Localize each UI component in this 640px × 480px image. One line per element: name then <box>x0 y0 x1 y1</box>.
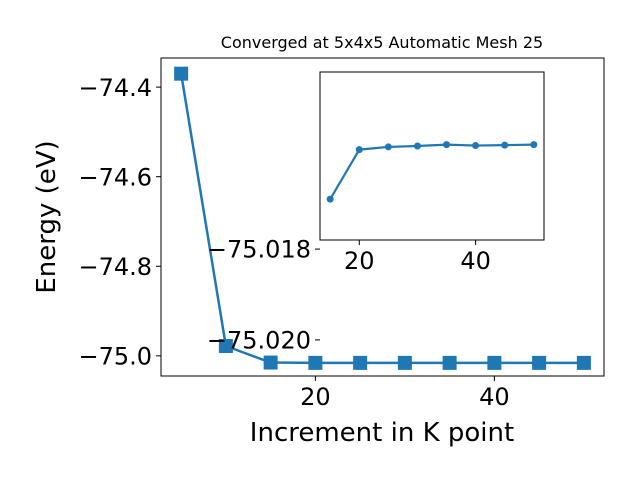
main-axes-frame <box>160 57 605 377</box>
main-data-point <box>263 355 278 370</box>
main-data-point <box>397 355 412 370</box>
inset-data-point <box>413 142 421 150</box>
inset-plot-area: 20 40 −75.018 −75.020 <box>207 71 545 355</box>
main-y-tick-label: −75.0 <box>78 342 152 370</box>
inset-x-tick-label: 40 <box>460 247 491 275</box>
main-data-point <box>174 66 189 81</box>
main-data-point <box>487 355 502 370</box>
inset-y-tick-label: −75.018 <box>207 236 311 264</box>
main-data-point <box>308 355 323 370</box>
inset-background <box>320 72 544 240</box>
inset-x-tick-label: 20 <box>344 247 375 275</box>
main-x-tick-label: 40 <box>479 383 510 411</box>
main-y-tick-label: −74.8 <box>78 253 152 281</box>
main-x-tick-label: 20 <box>300 383 331 411</box>
main-data-point <box>218 338 233 353</box>
main-data-point <box>442 355 457 370</box>
inset-data-point <box>501 141 509 149</box>
main-data-point <box>353 355 368 370</box>
inset-data-point <box>472 142 480 150</box>
inset-data-point <box>326 195 334 203</box>
main-series-line <box>179 73 584 365</box>
inset-y-tick-label: −75.020 <box>207 327 311 355</box>
main-y-tick-label: −74.4 <box>78 74 152 102</box>
inset-axes-frame <box>319 71 545 241</box>
inset-series-line <box>329 143 534 200</box>
chart-title: Converged at 5x4x5 Automatic Mesh 25 <box>221 33 543 52</box>
main-data-point <box>576 355 591 370</box>
main-y-tick-label: −74.6 <box>78 163 152 191</box>
inset-data-point <box>443 141 451 149</box>
inset-data-point <box>384 143 392 151</box>
main-data-point <box>532 355 547 370</box>
inset-data-point <box>355 146 363 154</box>
main-plot-area: 20 40 −75.0 −74.8 −74.6 −74.4 <box>78 57 605 411</box>
inset-data-point <box>530 141 538 149</box>
y-axis-label: Energy (eV) <box>32 140 62 293</box>
x-axis-label: Increment in K point <box>250 418 514 448</box>
